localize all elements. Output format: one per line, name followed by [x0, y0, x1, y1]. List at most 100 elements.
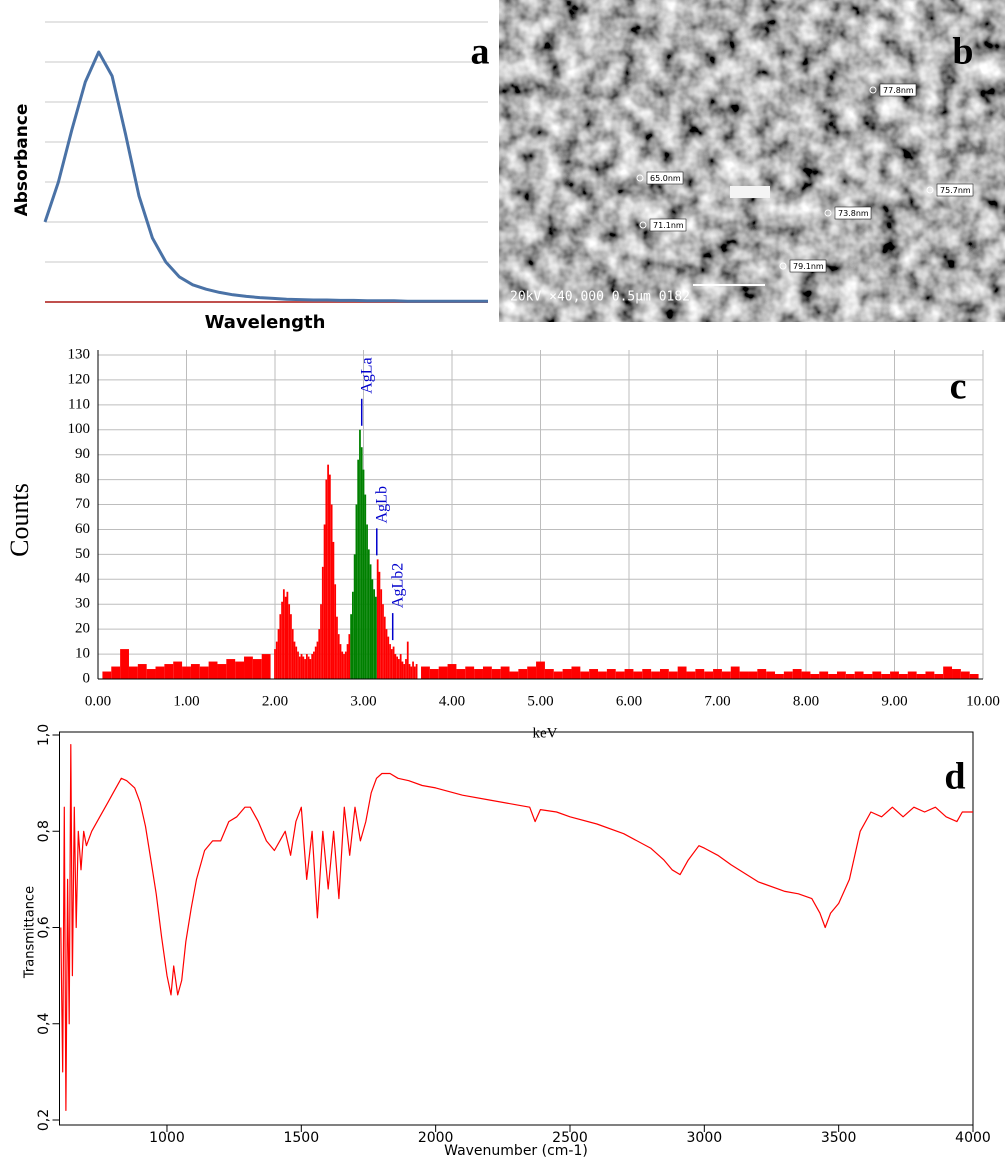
bar [775, 674, 784, 679]
bar [624, 669, 634, 679]
bar [348, 634, 351, 679]
bar [748, 671, 758, 679]
panel-label: b [952, 31, 973, 73]
bar [518, 669, 528, 679]
bar [580, 671, 590, 679]
y-tick-label: 80 [75, 471, 90, 487]
plot-frame [59, 731, 974, 1126]
bar [325, 479, 328, 679]
bar [390, 649, 393, 679]
label-box [649, 218, 687, 232]
bar [360, 447, 363, 679]
bar [536, 661, 545, 679]
y-tick-label: 0,8 [36, 820, 52, 842]
marker-dot [779, 262, 787, 270]
y-tick-label: 90 [75, 446, 90, 462]
bar [300, 654, 303, 679]
bar [371, 579, 374, 679]
bar [383, 616, 386, 679]
y-axis-label: Transmittance [23, 886, 38, 979]
bar [396, 656, 399, 679]
x-axis-label: keV [533, 725, 558, 741]
bar [226, 659, 236, 679]
annotation: AgLb2 [389, 563, 406, 608]
bar [277, 629, 280, 679]
x-tick-label: 4.00 [439, 693, 465, 709]
bar [757, 669, 767, 679]
data-line [43, 50, 488, 303]
x-tick-label: 2.00 [262, 693, 288, 709]
bar [364, 494, 367, 679]
bar [615, 671, 625, 679]
bar [394, 654, 397, 679]
bar [111, 666, 121, 679]
y-tick-label: 70 [75, 496, 90, 512]
bar [313, 651, 315, 679]
label-box [789, 259, 827, 273]
bar [456, 669, 466, 679]
y-tick-label: 0 [83, 670, 91, 686]
image-info: 20kV ×40,000 0.5µm 0182 [510, 290, 690, 305]
bar [413, 666, 416, 679]
bar [881, 674, 891, 679]
x-tick-label: 9.00 [881, 693, 907, 709]
bar [598, 671, 607, 679]
bar [302, 656, 305, 679]
bar [544, 669, 554, 679]
annotation: AgLa [358, 357, 375, 393]
bar [155, 666, 165, 679]
bar [353, 554, 356, 679]
bar [828, 674, 837, 679]
bar [318, 629, 321, 679]
bar [389, 644, 391, 679]
bar [279, 614, 282, 679]
bar [208, 661, 218, 679]
marker-dot [636, 174, 644, 182]
bar [350, 614, 352, 679]
x-tick-label: 5.00 [527, 693, 553, 709]
label-box [646, 171, 684, 185]
bar [298, 656, 301, 679]
panel-label: a [471, 31, 490, 73]
bar [274, 649, 276, 679]
bar [182, 666, 191, 679]
bar [261, 654, 271, 679]
bar [819, 671, 829, 679]
bar [836, 671, 846, 679]
scale-label: 77.8nm [883, 86, 914, 95]
bar [474, 669, 483, 679]
bar [380, 589, 383, 679]
scale-label: 73.8nm [838, 209, 869, 218]
marker-dot [639, 221, 647, 229]
bar [304, 659, 306, 679]
panel-label: d [944, 756, 965, 798]
bar [378, 571, 381, 679]
bar [305, 654, 308, 679]
bar [307, 656, 310, 679]
bar [332, 541, 335, 679]
x-tick-label: 8.00 [793, 693, 819, 709]
bar [491, 669, 501, 679]
bar [465, 666, 475, 679]
y-tick-label: 1,0 [36, 724, 52, 746]
bar [872, 671, 882, 679]
bar [401, 661, 404, 679]
bar [405, 659, 407, 679]
bar [482, 666, 492, 679]
bar [343, 654, 345, 679]
y-tick-label: 60 [75, 521, 90, 537]
bar [890, 671, 899, 679]
bar [316, 641, 319, 679]
y-tick-label: 110 [68, 396, 90, 412]
bar [916, 674, 926, 679]
bar [810, 674, 820, 679]
bar [314, 646, 317, 679]
bar [642, 669, 652, 679]
bar [297, 651, 299, 679]
bar [355, 504, 358, 679]
bar [399, 654, 402, 679]
bar [863, 674, 873, 679]
bar [406, 641, 409, 679]
bar [845, 674, 855, 679]
bar [376, 559, 379, 679]
